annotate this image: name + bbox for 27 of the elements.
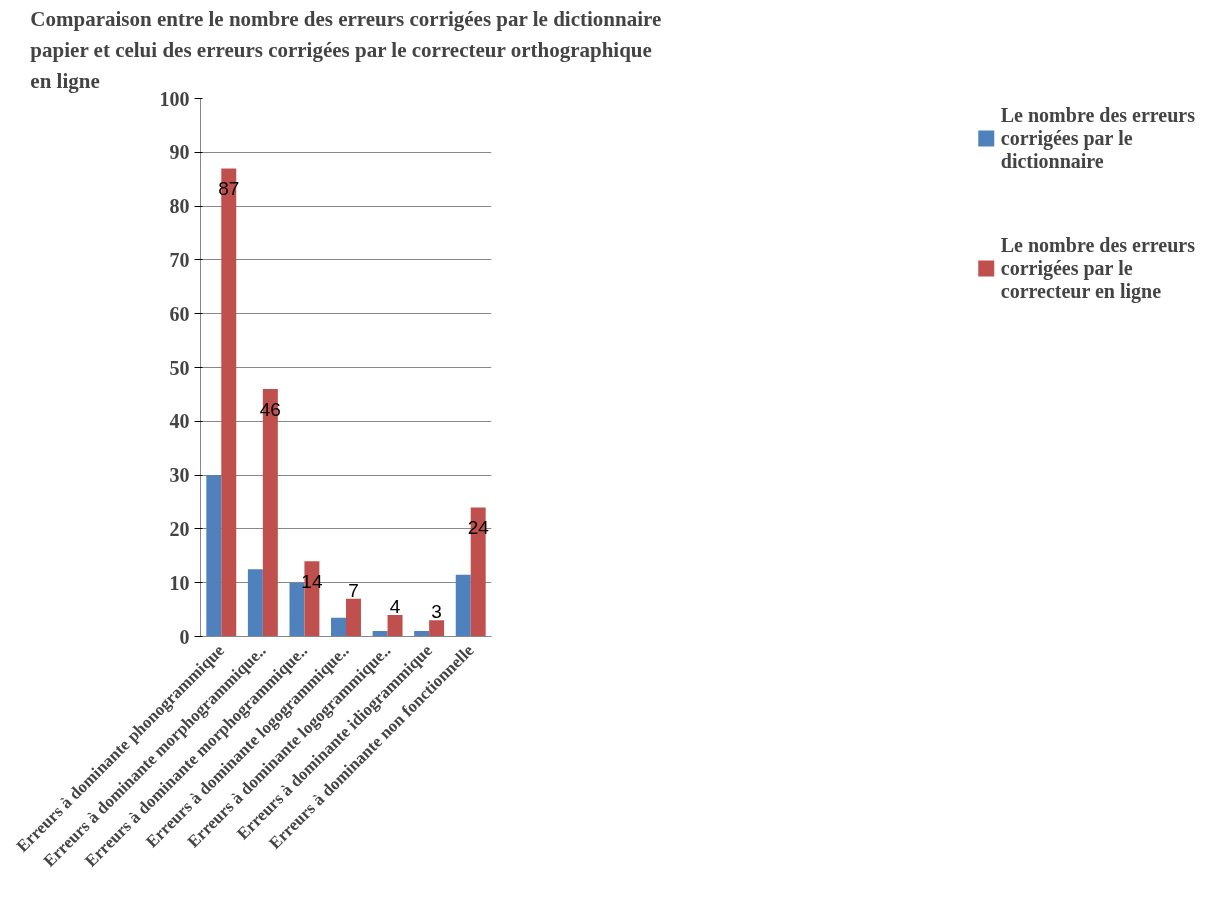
y-tick-label: 20 xyxy=(169,517,190,540)
legend-label: Le nombre des erreurs corrigées par le correcteur en ligne xyxy=(1000,233,1195,303)
y-tick-label: 50 xyxy=(169,356,190,379)
bar xyxy=(429,620,445,637)
bar xyxy=(455,574,471,637)
bar xyxy=(387,614,403,637)
data-label: 7 xyxy=(348,579,359,601)
bar xyxy=(414,631,430,637)
y-tick-label: 80 xyxy=(169,195,190,218)
y-tick-label: 70 xyxy=(169,248,190,271)
bar xyxy=(221,168,237,637)
y-tick-label: 90 xyxy=(169,141,190,164)
bar xyxy=(247,569,263,637)
bar xyxy=(372,631,388,637)
y-tick-label: 0 xyxy=(179,625,190,648)
y-tick-label: 40 xyxy=(169,410,190,433)
bar xyxy=(262,389,278,637)
y-tick-label: 30 xyxy=(169,464,190,487)
bar xyxy=(331,617,346,637)
bar xyxy=(346,598,361,637)
y-tick-label: 100 xyxy=(159,87,190,110)
y-tick-label: 10 xyxy=(169,571,190,594)
legend-label: Le nombre des erreurs corrigées par le dictionnaire xyxy=(1000,103,1195,173)
y-tick-label: 60 xyxy=(169,302,190,325)
bar xyxy=(206,475,222,637)
data-label: 4 xyxy=(389,595,401,617)
data-label: 3 xyxy=(431,601,442,623)
